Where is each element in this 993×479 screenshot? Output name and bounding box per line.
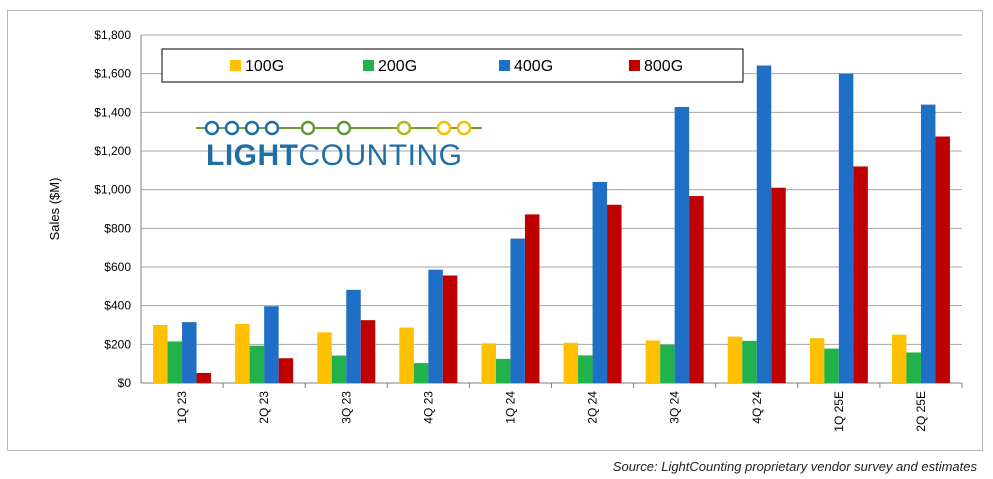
x-tick-label: 4Q 23 — [421, 391, 435, 424]
chart-frame: $0 $200 $400 $600 $800 $1,000 $1,200 $1,400 $1,6… — [7, 10, 983, 451]
bar-200g-1q23 — [167, 341, 183, 383]
y-tick-label: $1,200 — [94, 144, 131, 158]
bar-800g-2q24 — [607, 204, 622, 383]
x-tick-label: 3Q 23 — [339, 391, 353, 424]
bar-800g-1q24 — [524, 214, 540, 383]
lightcounting-logo: LIGHTCOUNTING — [194, 117, 494, 177]
y-tick-label: $200 — [104, 337, 131, 351]
legend-label-400g: 400G — [514, 58, 553, 75]
legend-label-800g: 800G — [644, 58, 683, 75]
bar-400g-2q23 — [264, 306, 279, 383]
x-tick-label: 2Q 25E — [914, 391, 928, 432]
y-tick-label: $1,600 — [94, 67, 131, 81]
bar-100g-4q23 — [399, 327, 414, 383]
bar-200g-2q23 — [249, 345, 265, 383]
legend-swatch-400g — [499, 60, 510, 71]
bar-400g-3q23 — [346, 289, 361, 383]
legend-swatch-800g — [629, 60, 640, 71]
bar-400g-3q24 — [674, 106, 690, 384]
bar-800g-4q24 — [771, 187, 786, 383]
y-tick-label: $800 — [104, 221, 131, 235]
x-tick-label: 2Q 23 — [257, 391, 271, 424]
bar-100g-2q24 — [563, 342, 579, 383]
bar-200g-4q23 — [413, 363, 429, 383]
x-tick-label: 3Q 24 — [668, 391, 682, 424]
bar-400g-2q24 — [592, 181, 608, 383]
bar-800g-4q23 — [442, 275, 458, 383]
bar-400g-4q24 — [756, 65, 772, 383]
bar-800g-2q23 — [278, 358, 294, 383]
bar-chart: $0 $200 $400 $600 $800 $1,000 $1,200 $1,400 $1,6… — [47, 28, 963, 432]
bar-400g-4q23 — [428, 269, 443, 383]
legend-swatch-100g — [230, 60, 241, 71]
y-tick-label: $1,400 — [94, 105, 131, 119]
bar-800g-2q25e — [935, 136, 950, 383]
x-tick-label: 1Q 25E — [832, 391, 846, 432]
legend-swatch-200g — [363, 60, 374, 71]
x-tick-label: 2Q 24 — [586, 391, 600, 424]
bar-200g-2q24 — [578, 355, 593, 383]
bar-800g-1q23 — [196, 372, 212, 383]
bar-200g-1q24 — [495, 358, 511, 383]
legend-label-100g: 100G — [245, 58, 284, 75]
y-tick-label: $1,000 — [94, 183, 131, 197]
bar-200g-4q24 — [742, 340, 757, 383]
bar-100g-3q23 — [317, 332, 332, 383]
bar-400g-1q25e — [838, 73, 854, 383]
y-tick-label: $0 — [118, 376, 132, 390]
x-tick-label: 1Q 23 — [175, 391, 189, 424]
bar-800g-1q25e — [853, 166, 868, 383]
bar-400g-1q23 — [182, 322, 197, 383]
y-tick-label: $1,800 — [94, 28, 131, 42]
bar-100g-1q24 — [481, 343, 496, 383]
bar-100g-2q25e — [891, 334, 907, 383]
source-note: Source: LightCounting proprietary vendor… — [612, 459, 977, 474]
bar-100g-1q25e — [809, 338, 825, 383]
legend-box — [161, 48, 744, 83]
bar-100g-2q23 — [235, 324, 250, 383]
y-tick-label: $400 — [104, 299, 131, 313]
bar-200g-2q25e — [906, 352, 921, 383]
bar-400g-1q24 — [510, 238, 525, 383]
bar-200g-1q25e — [824, 348, 839, 383]
bar-100g-1q23 — [153, 325, 168, 383]
y-axis-label: Sales ($M) — [47, 178, 62, 241]
bar-100g-3q24 — [645, 340, 661, 383]
bar-800g-3q23 — [360, 320, 376, 383]
y-tick-label: $600 — [104, 260, 131, 274]
bar-400g-2q25e — [920, 104, 936, 383]
bar-200g-3q24 — [660, 344, 675, 383]
x-tick-label: 1Q 24 — [503, 391, 517, 424]
logo-chain-icon — [196, 120, 482, 136]
bar-800g-3q24 — [689, 196, 704, 383]
x-tick-label: 4Q 24 — [750, 391, 764, 424]
bar-200g-3q23 — [331, 355, 347, 383]
legend-label-200g: 200G — [378, 58, 417, 75]
bar-100g-4q24 — [727, 336, 743, 383]
logo-wordmark: LIGHTCOUNTING — [206, 139, 463, 172]
